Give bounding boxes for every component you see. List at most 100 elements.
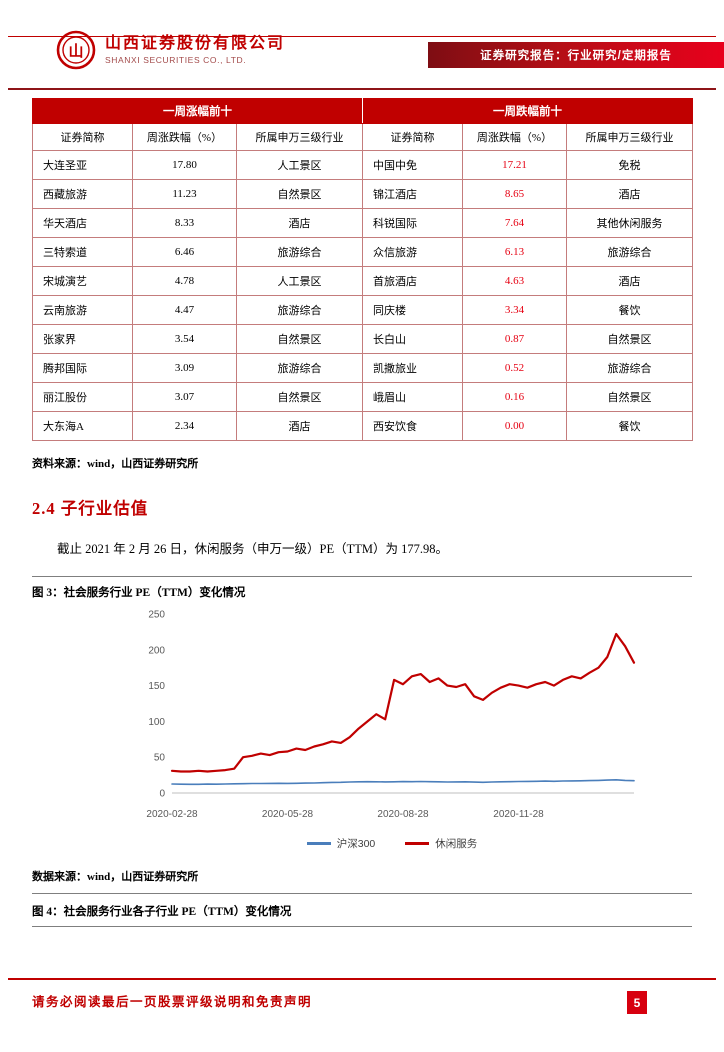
table-cell: 8.33 [132,208,237,238]
table-row: 张家界 3.54 自然景区 长白山 0.87 自然景区 [32,324,694,354]
x-tick-label: 2020-02-28 [146,809,198,820]
table-cell: 宋城演艺 [32,266,133,296]
legend-label: 沪深300 [336,838,376,851]
table-cell: 酒店 [566,179,694,209]
legend-swatch [306,842,331,846]
col-header: 证券简称 [32,123,133,151]
weekly-rank-table: 一周涨幅前十 一周跌幅前十 证券简称 周涨跌幅（%） 所属申万三级行业 证券简称… [31,98,694,441]
table-cell: 人工景区 [235,266,364,296]
table-row: 西藏旅游 11.23 自然景区 锦江酒店 8.65 酒店 [32,179,694,209]
table-cell: 旅游综合 [235,353,364,383]
table-cell: 腾邦国际 [32,353,133,383]
losers-group-header: 一周跌幅前十 [362,98,694,124]
body-paragraph: 截止 2021 年 2 月 26 日，休闲服务（申万一级）PE（TTM）为 17… [57,542,448,556]
y-tick-label: 250 [148,610,165,621]
table-row: 宋城演艺 4.78 人工景区 首旅酒店 4.63 酒店 [32,266,694,296]
table-cell: 长白山 [362,324,464,354]
table-cell: 科锐国际 [362,208,464,238]
table-cell: 首旅酒店 [362,266,464,296]
gainers-group-header: 一周涨幅前十 [31,98,364,124]
table-row: 大东海A 2.34 酒店 西安饮食 0.00 餐饮 [32,411,694,441]
table-cell: 11.23 [132,179,237,209]
legend-swatch [405,842,430,846]
table-source-note: 资料来源：wind，山西证券研究所 [32,458,199,470]
table-row: 云南旅游 4.47 旅游综合 同庆楼 3.34 餐饮 [32,295,694,325]
rank-table-body: 大连圣亚 17.80 人工景区 中国中免 17.21 免税 西藏旅游 11.23 自然景区 锦江酒… [32,150,694,441]
logo-glyph: 山 [68,43,83,60]
header-rule [8,88,716,90]
legend-label: 休闲服务 [435,838,478,851]
company-logo-icon: 山 [56,30,96,70]
table-cell: 7.64 [462,208,568,238]
x-tick-label: 2020-08-28 [377,809,429,820]
table-cell: 凯撒旅业 [362,353,464,383]
table-cell: 大东海A [32,411,133,441]
report-header: 山 山西证券股份有限公司 SHANXI SECURITIES CO., LTD.… [0,28,724,84]
table-cell: 3.09 [132,353,237,383]
y-tick-label: 0 [159,789,165,800]
col-header: 周涨跌幅（%） [132,123,237,151]
table-cell: 中国中免 [362,150,464,180]
col-header: 所属申万三级行业 [235,123,364,151]
company-name-en: SHANXI SECURITIES CO., LTD. [105,55,247,66]
table-row: 腾邦国际 3.09 旅游综合 凯撒旅业 0.52 旅游综合 [32,353,694,383]
legend-item: 休闲服务 [405,836,477,851]
table-row: 丽江股份 3.07 自然景区 峨眉山 0.16 自然景区 [32,382,694,412]
table-cell: 其他休闲服务 [566,208,694,238]
table-cell: 大连圣亚 [32,150,133,180]
table-cell: 旅游综合 [566,353,694,383]
figure-3-block: 图 3：社会服务行业 PE（TTM）变化情况 0 50 100 150 200 250 20… [32,576,692,895]
table-cell: 17.21 [462,150,568,180]
section-title: 2.4 子行业估值 [32,499,149,518]
table-cell: 免税 [566,150,694,180]
table-cell: 酒店 [566,266,694,296]
table-cell: 0.87 [462,324,568,354]
table-cell: 4.78 [132,266,237,296]
table-cell: 西安饮食 [362,411,464,441]
y-tick-label: 50 [154,753,166,764]
pe-chart-svg: 0 50 100 150 200 250 2020-02-28 2020-05-28 2020-… [146,610,636,820]
table-cell: 自然景区 [235,382,364,412]
table-cell: 0.16 [462,382,568,412]
figure-4-caption: 图 4：社会服务行业各子行业 PE（TTM）变化情况 [32,894,692,928]
table-group-header-row: 一周涨幅前十 一周跌幅前十 [31,98,694,124]
table-cell: 自然景区 [566,324,694,354]
table-cell: 旅游综合 [566,237,694,267]
col-header: 周涨跌幅（%） [462,123,568,151]
table-row: 华天酒店 8.33 酒店 科锐国际 7.64 其他休闲服务 [32,208,694,238]
series-line [170,633,636,773]
table-cell: 17.80 [132,150,237,180]
table-cell: 众信旅游 [362,237,464,267]
footer-rule [8,978,716,980]
x-tick-label: 2020-05-28 [262,809,314,820]
col-header: 所属申万三级行业 [566,123,694,151]
table-cell: 峨眉山 [362,382,464,412]
table-cell: 自然景区 [235,324,364,354]
table-cell: 8.65 [462,179,568,209]
table-cell: 旅游综合 [235,237,364,267]
x-tick-label: 2020-11-28 [493,809,544,820]
company-identity: 山 山西证券股份有限公司 SHANXI SECURITIES CO., LTD. [56,30,285,70]
y-tick-label: 150 [148,681,165,692]
table-cell: 2.34 [132,411,237,441]
table-cell: 酒店 [235,208,364,238]
table-cell: 旅游综合 [235,295,364,325]
table-cell: 3.54 [132,324,237,354]
table-cell: 3.34 [462,295,568,325]
table-cell: 0.00 [462,411,568,441]
table-column-header-row: 证券简称 周涨跌幅（%） 所属申万三级行业 证券简称 周涨跌幅（%） 所属申万三… [32,123,694,151]
company-name-block: 山西证券股份有限公司 SHANXI SECURITIES CO., LTD. [105,35,285,65]
table-row: 三特索道 6.46 旅游综合 众信旅游 6.13 旅游综合 [32,237,694,267]
table-row: 大连圣亚 17.80 人工景区 中国中免 17.21 免税 [32,150,694,180]
table-cell: 餐饮 [566,295,694,325]
figure-3-source-note: 数据来源：wind，山西证券研究所 [32,859,692,895]
table-cell: 4.63 [462,266,568,296]
table-cell: 锦江酒店 [362,179,464,209]
table-cell: 酒店 [235,411,364,441]
col-header: 证券简称 [362,123,464,151]
chart-legend: 沪深300 休闲服务 [132,836,652,851]
figure-3-caption: 图 3：社会服务行业 PE（TTM）变化情况 [32,576,692,602]
footer-disclaimer: 请务必阅读最后一页股票评级说明和免责声明 [32,995,313,1009]
table-cell: 西藏旅游 [32,179,133,209]
table-cell: 云南旅游 [32,295,133,325]
